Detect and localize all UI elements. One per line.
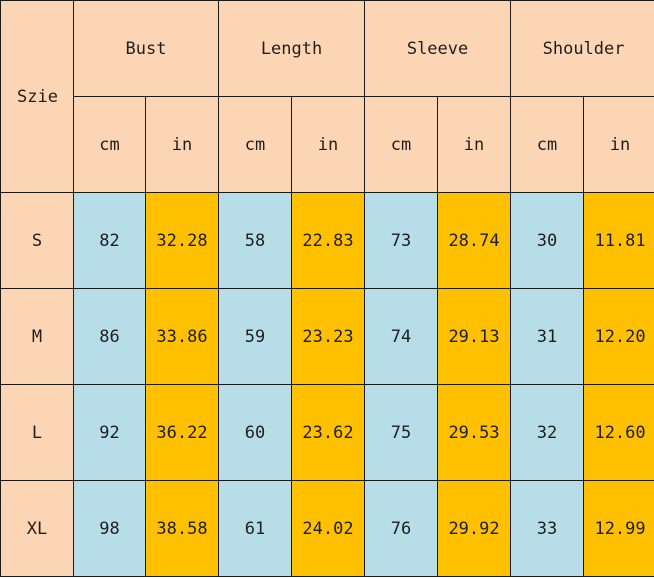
- length-in-cell: 23.62: [291, 384, 366, 481]
- shoulder-in-cell: 12.99: [583, 480, 654, 577]
- shoulder-cm-cell: 33: [510, 480, 585, 577]
- shoulder-in-cell: 11.81: [583, 192, 654, 289]
- size-label: XL: [0, 480, 74, 577]
- size-label: M: [0, 288, 74, 385]
- length-cm-cell: 61: [218, 480, 293, 577]
- unit-cm-header: cm: [364, 96, 439, 193]
- sleeve-header: Sleeve: [364, 0, 512, 97]
- sleeve-in-cell: 29.53: [437, 384, 512, 481]
- bust-cm-cell: 98: [73, 480, 146, 577]
- bust-cm-cell: 82: [73, 192, 146, 289]
- bust-in-cell: 36.22: [144, 384, 220, 481]
- table-row: L 92 36.22 60 23.62 75 29.53 32 12.60: [0, 384, 654, 481]
- size-label: L: [0, 384, 74, 481]
- size-label: S: [0, 192, 74, 289]
- bust-header: Bust: [72, 0, 220, 97]
- sleeve-cm-cell: 73: [364, 192, 439, 289]
- sleeve-cm-cell: 74: [364, 288, 439, 385]
- unit-cm-header: cm: [218, 96, 293, 193]
- bust-in-cell: 38.58: [144, 480, 220, 577]
- length-in-cell: 24.02: [291, 480, 366, 577]
- bust-in-cell: 32.28: [144, 192, 220, 289]
- bust-cm-cell: 86: [73, 288, 146, 385]
- sleeve-cm-cell: 75: [364, 384, 439, 481]
- sleeve-in-cell: 29.92: [437, 480, 512, 577]
- length-in-cell: 23.23: [291, 288, 366, 385]
- bust-in-cell: 33.86: [144, 288, 220, 385]
- unit-in-header: in: [583, 96, 654, 193]
- unit-cm-header: cm: [73, 96, 146, 193]
- size-column-header: Szie: [0, 0, 74, 193]
- length-cm-cell: 58: [218, 192, 293, 289]
- unit-in-header: in: [291, 96, 366, 193]
- shoulder-header: Shoulder: [510, 0, 654, 97]
- header-row-units: cm in cm in cm in cm in: [1, 96, 654, 193]
- sleeve-in-cell: 28.74: [437, 192, 512, 289]
- sleeve-in-cell: 29.13: [437, 288, 512, 385]
- shoulder-cm-cell: 31: [510, 288, 585, 385]
- length-cm-cell: 60: [218, 384, 293, 481]
- shoulder-cm-cell: 32: [510, 384, 585, 481]
- shoulder-in-cell: 12.60: [583, 384, 654, 481]
- unit-cm-header: cm: [510, 96, 585, 193]
- length-cm-cell: 59: [218, 288, 293, 385]
- unit-in-header: in: [144, 96, 220, 193]
- sleeve-cm-cell: 76: [364, 480, 439, 577]
- length-header: Length: [218, 0, 366, 97]
- header-row-groups: Szie Bust Length Sleeve Shoulder: [0, 0, 654, 193]
- bust-cm-cell: 92: [73, 384, 146, 481]
- shoulder-cm-cell: 30: [510, 192, 585, 289]
- length-in-cell: 22.83: [291, 192, 366, 289]
- table-row: XL 98 38.58 61 24.02 76 29.92 33 12.99: [0, 480, 654, 577]
- table-row: M 86 33.86 59 23.23 74 29.13 31 12.20: [0, 288, 654, 385]
- table-row: S 82 32.28 58 22.83 73 28.74 30 11.81: [0, 192, 654, 289]
- unit-in-header: in: [437, 96, 512, 193]
- shoulder-in-cell: 12.20: [583, 288, 654, 385]
